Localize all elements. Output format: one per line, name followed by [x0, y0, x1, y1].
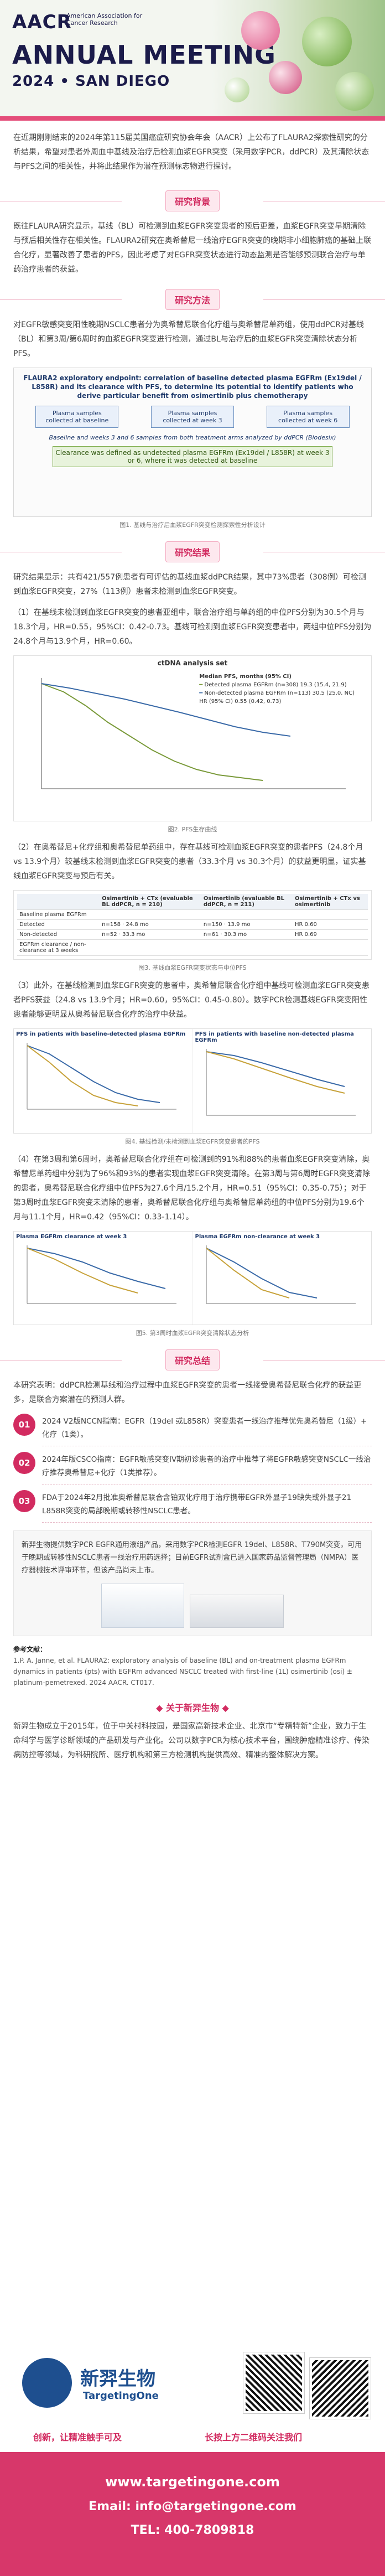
results-text-2: （1）在基线未检测到血浆EGFR突变的患者亚组中，联合治疗组与单药组的中位PFS… [13, 608, 372, 646]
banner-divider [0, 116, 385, 121]
study-design-title: FLAURA2 exploratory endpoint: correlatio… [23, 374, 362, 400]
aacr-logo: AACR [12, 11, 72, 33]
product-text: 新羿生物提供数字PCR EGFR通用液组产品，采用数字PCR检测EGFR 19d… [22, 1541, 362, 1575]
km-curve-nondetected [41, 683, 291, 737]
figure2-caption: 图2. PFS生存曲线 [168, 826, 217, 833]
brand-name-cn: 新羿生物 [80, 2368, 155, 2390]
news-item-3: 03 FDA于2024年2月批准奥希替尼联合含铂双化疗用于治疗携带EGFR外显子… [13, 1490, 372, 1523]
sample-box-week3: Plasma samples collected at week 3 [150, 406, 234, 428]
methods-text: 对EGFR敏感突变阳性晚期NSCLC患者分为奥希替尼联合化疗组与奥希替尼单药组，… [13, 320, 364, 358]
brand-slogan: 创新，让精准触手可及 [33, 2432, 122, 2443]
website-link[interactable]: www.targetingone.com [105, 2474, 280, 2490]
footer: 新羿生物 TargetingOne 创新，让精准触手可及 长按上方二维码关注我们… [0, 2347, 385, 2576]
references: 参考文献： 1.P. A. Janne, et al. FLAURA2: exp… [0, 1644, 385, 1688]
summary-text: 本研究表明：ddPCR检测基线和治疗过程中血浆EGFR突变的患者一线接受奥希替尼… [13, 1381, 362, 1404]
news-text: 2024年版CSCO指南：EGFR敏感突变IV期初诊患者的治疗中推荐了将EGFR… [42, 1452, 372, 1484]
km-panel-clearance: Plasma EGFRm clearance at week 3 [14, 1232, 193, 1325]
km-chart-pair-clearance: Plasma EGFRm clearance at week 3 Plasma … [13, 1231, 372, 1325]
cell-illustration [219, 0, 385, 116]
intro-text: 在近期刚刚结束的2024年第115届美国癌症研究协会年会（AACR）上公布了FL… [13, 133, 370, 171]
pfs-table-grid: Osimertinib + CTx (evaluable BL ddPCR, n… [17, 894, 368, 956]
km-panel-nondetected: PFS in patients with baseline non-detect… [193, 1029, 372, 1133]
km-chart-ctdna: ctDNA analysis set Median PFS, months (9… [13, 655, 372, 821]
aacr-org-name: American Association for Cancer Research [66, 12, 143, 27]
meeting-title: ANNUAL MEETING [12, 40, 276, 70]
news-number-badge: 03 [13, 1490, 35, 1512]
product-image [22, 1584, 363, 1628]
results-text-1: 研究结果显示：共有421/557例患者有可评估的基线血浆ddPCR结果，其中73… [13, 573, 366, 596]
table-row: Baseline plasma EGFRm [17, 909, 368, 920]
clearance-definition: Clearance was defined as undetected plas… [53, 446, 332, 467]
news-text: FDA于2024年2月批准奥希替尼联合含铂双化疗用于治疗携带EGFR外显子19缺… [42, 1490, 372, 1523]
km-chart-title: ctDNA analysis set [157, 659, 228, 667]
figure5-caption: 图5. 第3周时血浆EGFR突变清除状态分析 [136, 1330, 249, 1337]
table-row: EGFRm clearance / non-clearance at 3 wee… [17, 939, 368, 956]
sample-boxes: Plasma samples collected at baseline Pla… [19, 406, 366, 428]
news-number-badge: 01 [13, 1414, 35, 1436]
assay-description: Baseline and weeks 3 and 6 samples from … [49, 434, 336, 441]
reference-item: 1.P. A. Janne, et al. FLAURA2: explorato… [13, 1657, 352, 1687]
results-text-5: （4）在第3周和第6周时，奥希替尼联合化疗组在可检测到的91%和88%的患者血浆… [13, 1155, 370, 1222]
section-background-title: 研究背景 [0, 190, 385, 211]
phone-number[interactable]: TEL: 400-7809818 [131, 2523, 254, 2537]
figure1-caption: 图1. 基线与治疗后血浆EGFR突变检测探索性分析设计 [119, 521, 266, 529]
news-number-badge: 02 [13, 1452, 35, 1474]
results-text-4: （3）此外，在基线检测到血浆EGFR突变的患者中，奥希替尼联合化疗组中基线可检测… [13, 981, 370, 1019]
km-chart-legend: Median PFS, months (95% CI) ━ Detected p… [199, 673, 355, 706]
km-panel-detected: PFS in patients with baseline-detected p… [14, 1029, 193, 1133]
about-title: ◆ 关于新羿生物 ◆ [156, 1703, 229, 1713]
pfs-table: Osimertinib + CTx (evaluable BL ddPCR, n… [13, 890, 372, 960]
study-design-figure: FLAURA2 exploratory endpoint: correlatio… [13, 368, 372, 517]
section-methods-title: 研究方法 [0, 289, 385, 310]
km-curve-detected [41, 683, 263, 781]
brand-name-en: TargetingOne [83, 2390, 159, 2402]
km-chart-svg [41, 678, 346, 789]
references-title: 参考文献： [13, 1646, 47, 1653]
section-results-title: 研究结果 [0, 541, 385, 562]
section-summary-title: 研究总结 [0, 1349, 385, 1370]
table1-caption: 图3. 基线血浆EGFR突变状态与中位PFS [138, 964, 247, 971]
sample-box-week6: Plasma samples collected at week 6 [266, 406, 350, 428]
km-chart-pair-baseline: PFS in patients with baseline-detected p… [13, 1028, 372, 1134]
news-text: 2024 V2版NCCN指南：EGFR（19del 或L858R）突变患者一线治… [42, 1414, 372, 1446]
brand-logo-icon [22, 2358, 72, 2408]
qr-hint: 长按上方二维码关注我们 [205, 2432, 303, 2443]
sample-box-baseline: Plasma samples collected at baseline [35, 406, 119, 428]
qr-code[interactable] [243, 2352, 305, 2414]
results-text-3: （2）在奥希替尼+化疗组和奥希替尼单药组中，存在基线可检测血浆EGFR突变的患者… [13, 843, 366, 881]
news-item-2: 02 2024年版CSCO指南：EGFR敏感突变IV期初诊患者的治疗中推荐了将E… [13, 1452, 372, 1484]
qr-code-2[interactable] [309, 2357, 371, 2419]
about-text: 新羿生物成立于2015年，位于中关村科技园，是国家高新技术企业、北京市“专精特新… [13, 1722, 370, 1760]
table-row: Detected n=158 · 24.8 mo n=150 · 13.9 mo HR… [17, 919, 368, 930]
background-text: 既往FLAURA研究显示，基线（BL）可检测到血浆EGFR突变患者的预后更差，血… [13, 222, 372, 274]
figure4-caption: 图4. 基线检测/未检测到血浆EGFR突变患者的PFS [125, 1138, 260, 1145]
table-row: Non-detected n=52 · 33.3 mo n=61 · 30.3 mo… [17, 929, 368, 940]
product-box: 新羿生物提供数字PCR EGFR通用液组产品，采用数字PCR检测EGFR 19d… [13, 1530, 372, 1636]
aacr-banner: AACR American Association for Cancer Res… [0, 0, 385, 116]
meeting-location: 2024 • SAN DIEGO [12, 73, 170, 90]
email-link[interactable]: Email: info@targetingone.com [89, 2500, 296, 2513]
news-item-1: 01 2024 V2版NCCN指南：EGFR（19del 或L858R）突变患者… [13, 1414, 372, 1446]
brand-panel: 新羿生物 TargetingOne 创新，让精准触手可及 长按上方二维码关注我们 [0, 2347, 385, 2452]
km-panel-nonclearance: Plasma EGFRm non-clearance at week 3 [193, 1232, 372, 1325]
